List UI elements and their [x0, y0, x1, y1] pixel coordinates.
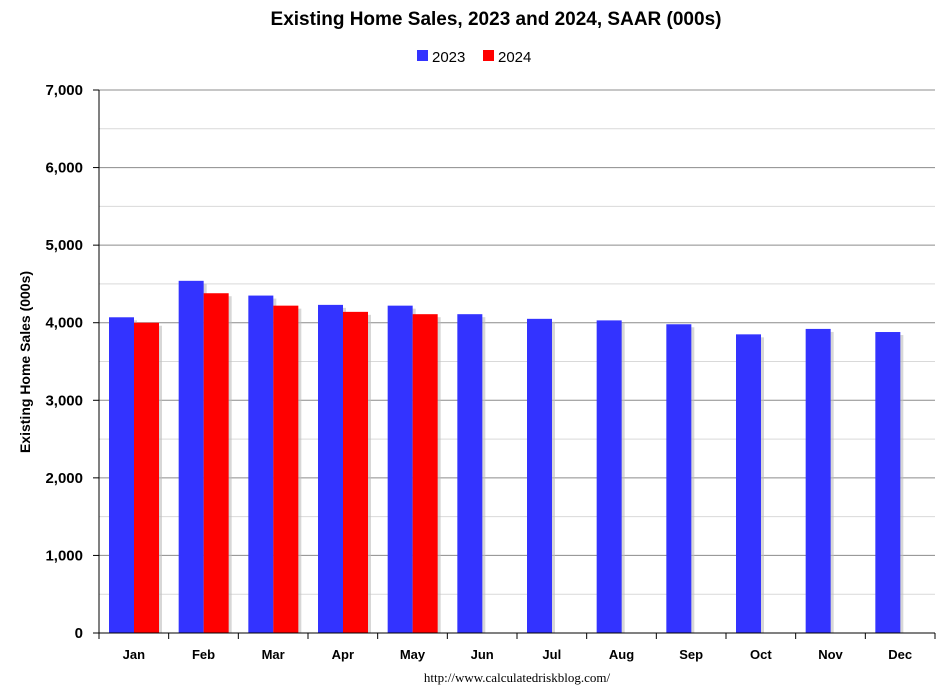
- y-tick-label: 6,000: [45, 160, 83, 177]
- y-tick-label: 1,000: [45, 547, 83, 564]
- y-tick-label: 7,000: [45, 82, 83, 99]
- bar-2024-jan: [134, 322, 159, 633]
- bars: [109, 280, 904, 633]
- x-tick-labels: Jan Feb Mar Apr May Jun Jul Aug Sep Oct Nov Dec: [98, 633, 936, 662]
- bar-2024-apr: [343, 311, 368, 633]
- legend-swatch-2024: [483, 50, 494, 61]
- gridlines: [99, 89, 935, 595]
- bar-2023-feb: [178, 280, 204, 633]
- bar-2024-mar: [273, 305, 299, 633]
- y-tick-label: 2,000: [45, 470, 83, 487]
- bar-2023-may: [387, 305, 413, 633]
- x-tick-label: Aug: [609, 647, 634, 662]
- y-tick-label: 3,000: [45, 392, 83, 409]
- bar-2023-oct: [736, 334, 761, 633]
- bar-2023-dec: [875, 332, 901, 633]
- bar-2023-nov: [805, 328, 831, 633]
- x-tick-label: Mar: [262, 647, 285, 662]
- x-tick-label: Apr: [332, 647, 354, 662]
- x-tick-label: Jul: [542, 647, 561, 662]
- legend-label-2024: 2024: [498, 49, 531, 66]
- x-tick-label: Oct: [750, 647, 772, 662]
- x-tick-label: Jan: [123, 647, 145, 662]
- y-tick-label: 5,000: [45, 237, 83, 254]
- x-tick-label: Feb: [192, 647, 215, 662]
- bar-2023-sep: [666, 324, 692, 633]
- bar-2023-mar: [248, 295, 274, 633]
- y-tick-label: 0: [75, 625, 83, 642]
- chart-title: Existing Home Sales, 2023 and 2024, SAAR…: [271, 9, 722, 30]
- bar-2024-feb: [203, 293, 229, 633]
- bar-2023-jan: [109, 317, 134, 633]
- source-note: http://www.calculatedriskblog.com/: [424, 670, 611, 685]
- x-tick-label: Dec: [888, 647, 912, 662]
- bar-2023-jul: [527, 318, 552, 633]
- legend: 2023 2024: [417, 49, 531, 66]
- bar-2024-may: [412, 314, 438, 633]
- bar-2023-apr: [318, 304, 343, 633]
- y-tick-label: 4,000: [45, 315, 83, 332]
- bar-2023-aug: [596, 320, 622, 633]
- x-tick-label: May: [400, 647, 426, 662]
- y-tick-labels: 0 1,000 2,000 3,000 4,000 5,000 6,000 7,000: [45, 82, 99, 642]
- x-tick-label: Nov: [818, 647, 843, 662]
- x-tick-label: Jun: [471, 647, 494, 662]
- legend-swatch-2023: [417, 50, 428, 61]
- y-axis-label: Existing Home Sales (000s): [17, 271, 33, 453]
- x-tick-label: Sep: [679, 647, 703, 662]
- bar-2023-jun: [457, 314, 483, 633]
- legend-label-2023: 2023: [432, 49, 465, 66]
